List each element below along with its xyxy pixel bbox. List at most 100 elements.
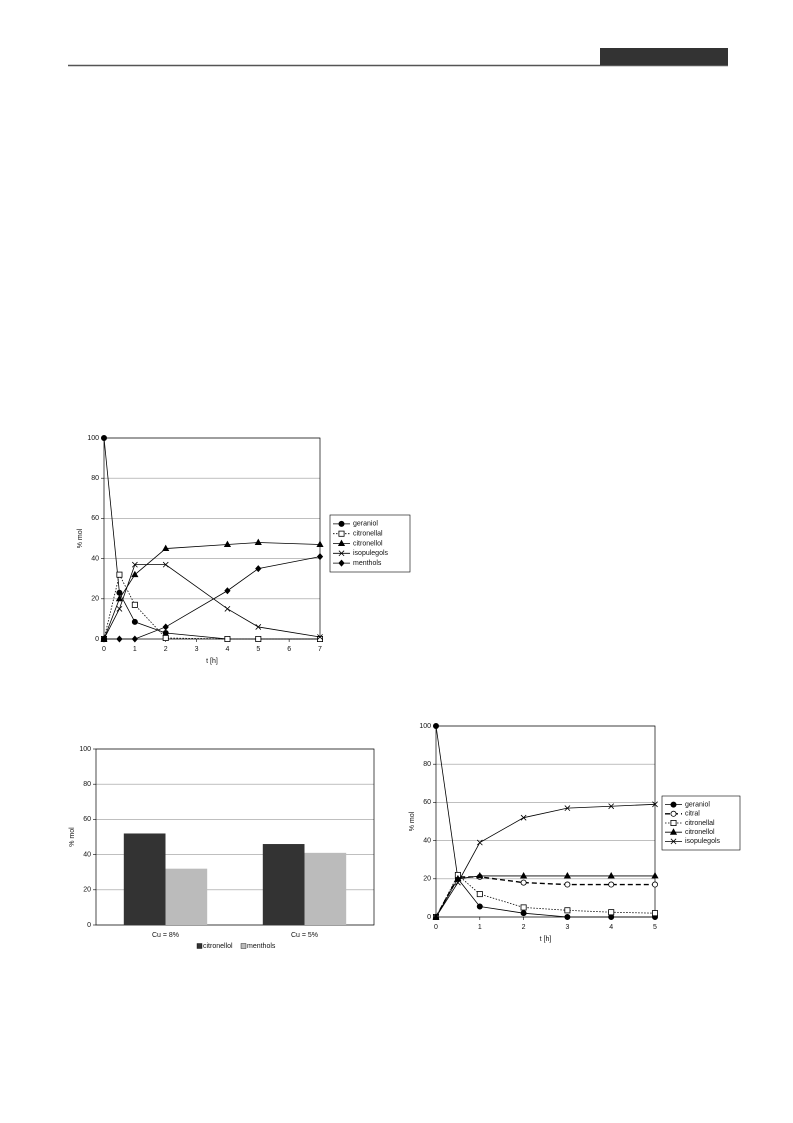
series-line — [435, 725, 655, 918]
marker — [564, 907, 571, 914]
marker — [100, 635, 108, 643]
marker — [608, 881, 615, 888]
legend-label: menthols — [247, 943, 276, 950]
marker — [338, 530, 345, 537]
marker — [131, 570, 139, 578]
marker — [520, 904, 527, 911]
plot-frame — [435, 725, 656, 918]
marker — [652, 910, 659, 917]
y-axis-label: % mol — [69, 827, 76, 847]
marker — [131, 601, 138, 608]
marker — [337, 539, 346, 546]
marker — [316, 636, 323, 643]
marker — [670, 820, 677, 827]
x-tick-label: 5 — [256, 646, 260, 653]
marker — [564, 914, 571, 921]
marker — [116, 571, 123, 578]
marker — [255, 624, 262, 630]
legend-label: geraniol — [685, 801, 710, 808]
marker — [316, 553, 324, 561]
y-tick-label: 80 — [91, 475, 99, 482]
legend-label: citral — [685, 811, 700, 818]
marker — [651, 872, 659, 879]
marker — [255, 565, 262, 573]
marker — [455, 879, 461, 886]
legend-swatch — [240, 943, 247, 949]
marker — [652, 881, 659, 888]
marker — [670, 801, 677, 808]
x-tick-label: Cu = 5% — [291, 932, 318, 939]
series-line — [103, 542, 321, 640]
x-axis-label: t [h] — [540, 936, 552, 943]
x-tick-label: 1 — [133, 646, 137, 653]
y-tick-label: 100 — [87, 435, 99, 442]
marker — [223, 540, 232, 548]
x-tick-label: 7 — [318, 646, 322, 653]
y-tick-label: 80 — [83, 781, 91, 788]
marker — [317, 634, 323, 640]
marker — [338, 520, 345, 527]
marker — [670, 838, 677, 845]
bar — [123, 833, 166, 925]
y-tick-label: 20 — [423, 876, 431, 883]
x-tick-label: 3 — [565, 924, 569, 931]
y-tick-label: 0 — [427, 914, 431, 921]
y-tick-label: 60 — [83, 816, 91, 823]
marker — [116, 635, 123, 643]
marker — [564, 805, 571, 812]
y-tick-label: 60 — [91, 515, 99, 522]
x-tick-label: 1 — [478, 924, 482, 931]
marker — [520, 872, 528, 879]
marker — [652, 801, 658, 808]
x-tick-label: 0 — [434, 924, 438, 931]
marker — [255, 636, 262, 643]
legend-label: citronellol — [685, 829, 715, 836]
bar — [262, 844, 305, 925]
marker — [101, 434, 108, 441]
legend-label: isopulegols — [685, 838, 721, 845]
x-tick-label: 6 — [287, 646, 291, 653]
marker — [115, 594, 124, 602]
marker — [162, 623, 169, 631]
legend-label: menthols — [353, 560, 382, 567]
x-tick-label: 4 — [609, 924, 613, 931]
x-tick-label: 0 — [102, 646, 106, 653]
y-tick-label: 100 — [79, 746, 91, 753]
series-line — [435, 875, 655, 918]
y-tick-label: 40 — [91, 555, 99, 562]
x-tick-label: 5 — [653, 924, 657, 931]
y-tick-label: 0 — [95, 636, 99, 643]
marker — [670, 810, 677, 817]
y-tick-label: 80 — [423, 761, 431, 768]
marker — [316, 540, 324, 548]
x-tick-label: 4 — [225, 646, 229, 653]
legend-label: citronellal — [685, 820, 715, 827]
marker — [608, 909, 615, 916]
legend-label: geraniol — [353, 521, 378, 528]
header-block — [600, 48, 728, 65]
marker — [476, 839, 483, 846]
series-line — [103, 437, 320, 640]
plot-frame — [103, 437, 321, 640]
y-tick-label: 40 — [423, 837, 431, 844]
marker — [254, 538, 262, 546]
marker — [131, 618, 138, 625]
marker — [563, 872, 571, 879]
marker — [338, 550, 345, 557]
marker — [520, 879, 527, 886]
marker — [476, 872, 484, 879]
marker — [224, 636, 231, 643]
x-tick-label: 2 — [164, 646, 168, 653]
marker — [162, 561, 169, 568]
series-line — [435, 876, 655, 918]
marker — [116, 605, 123, 612]
marker — [338, 559, 345, 567]
x-tick-label: 3 — [195, 646, 199, 653]
marker — [162, 629, 169, 636]
marker — [564, 881, 571, 888]
bar — [304, 852, 347, 925]
marker — [131, 561, 138, 568]
marker — [433, 914, 439, 920]
marker — [607, 872, 615, 879]
